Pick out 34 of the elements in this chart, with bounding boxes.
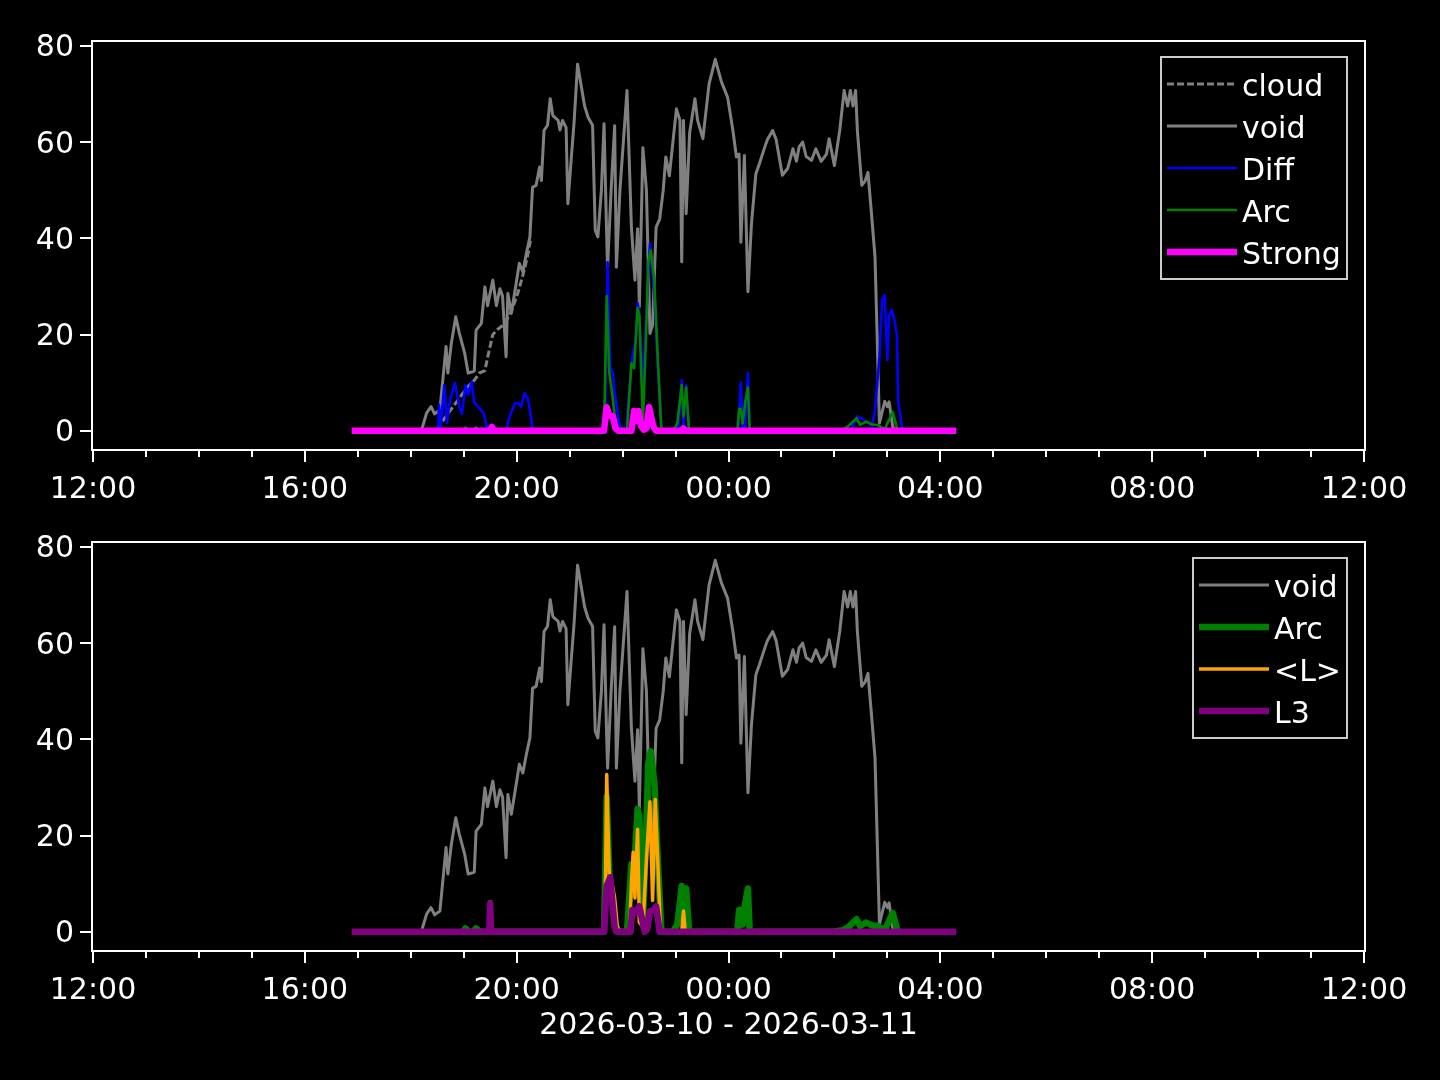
legend-label: Arc: [1274, 610, 1323, 646]
x-tick-label: 20:00: [473, 971, 560, 1006]
y-tick-label: 60: [35, 625, 74, 661]
y-tick-label: 40: [35, 721, 74, 757]
legend-label: Strong: [1242, 235, 1341, 271]
y-tick-label: 80: [35, 529, 74, 565]
x-tick-label: 12:00: [49, 971, 137, 1006]
x-tick-label: 16:00: [261, 971, 349, 1006]
legend-label: void: [1274, 568, 1338, 604]
legend-label: Diff: [1242, 151, 1296, 187]
x-tick-label: 08:00: [1108, 971, 1196, 1006]
y-tick-label: 40: [35, 220, 74, 256]
x-tick-label: 12:00: [49, 470, 137, 505]
legend-label: L3: [1274, 694, 1310, 730]
legend-label: cloud: [1242, 67, 1324, 103]
y-tick-label: 80: [35, 28, 74, 64]
legend-label: Arc: [1242, 193, 1291, 229]
x-tick-label: 04:00: [897, 470, 984, 505]
x-axis-title: 2026-03-10 - 2026-03-11: [539, 1006, 918, 1041]
x-tick-label: 00:00: [685, 470, 772, 505]
x-tick-label: 12:00: [1320, 971, 1408, 1006]
legend-label: void: [1242, 109, 1306, 145]
x-tick-label: 12:00: [1320, 470, 1408, 505]
x-tick-label: 00:00: [685, 971, 772, 1006]
x-tick-label: 08:00: [1108, 470, 1196, 505]
x-tick-label: 20:00: [473, 470, 560, 505]
legend-label: <L>: [1274, 652, 1341, 688]
y-tick-label: 0: [54, 914, 74, 950]
y-tick-label: 60: [35, 124, 74, 160]
x-tick-label: 04:00: [897, 971, 984, 1006]
x-tick-label: 16:00: [261, 470, 349, 505]
y-tick-label: 20: [35, 818, 74, 853]
y-tick-label: 20: [35, 317, 74, 352]
y-tick-label: 0: [54, 413, 74, 449]
